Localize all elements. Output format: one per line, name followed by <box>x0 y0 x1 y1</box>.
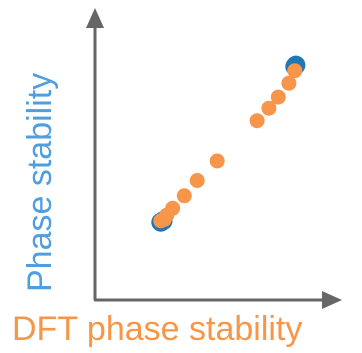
scatter-point-series-2-8 <box>249 113 265 129</box>
scatter-point-series-2-10 <box>270 89 286 105</box>
scatter-point-series-2-6 <box>189 173 205 188</box>
data-points <box>151 55 306 232</box>
axes <box>86 8 342 309</box>
scatter-point-series-2-5 <box>176 188 192 204</box>
scatter-point-series-2-11 <box>281 75 297 91</box>
scatter-point-series-2-12 <box>287 63 303 79</box>
scatter-point-series-2-9 <box>261 100 277 116</box>
y-axis-label: Phase stability <box>21 73 59 292</box>
x-axis-arrow <box>322 291 342 309</box>
scatter-point-series-2-7 <box>209 153 225 169</box>
x-axis-label: DFT phase stability <box>12 310 302 348</box>
scatter-point-series-2-4 <box>165 200 181 216</box>
y-axis-arrow <box>86 8 104 28</box>
